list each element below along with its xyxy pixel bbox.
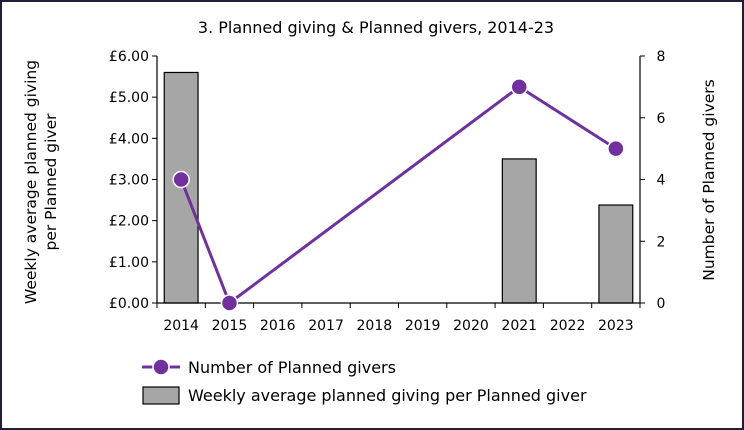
legend-label-line: Number of Planned givers [188,358,396,377]
givers-point-2015 [220,294,239,312]
givers-point-2023 [607,139,625,158]
bar-2023 [598,204,634,304]
givers-point-2014 [172,170,190,189]
legend: Number of Planned givers Weekly average … [142,358,587,405]
left-axis-label-line-2: per Planned giver [42,113,60,251]
legend-marker-swatch [152,358,170,376]
left-tick-label: £3.00 [109,173,149,189]
left-tick-label: £1.00 [109,255,149,271]
x-tick-label: 2023 [598,318,634,334]
givers-line [179,85,617,305]
x-tick-label: 2017 [308,318,344,334]
left-tick-label: £4.00 [109,131,149,147]
left-tick-label: £0.00 [109,296,149,312]
x-tick-label: 2015 [212,318,248,334]
x-tick-label: 2019 [405,318,441,334]
left-tick-label: £5.00 [109,90,149,106]
plot-area: £0.00 £1.00 £2.00 £3.00 £4.00 £5.00 £6.00 0 2 4 6 8… [109,49,666,334]
chart-title: 3. Planned giving & Planned givers, 2014… [198,18,554,37]
right-tick-label: 0 [657,296,666,312]
right-tick-label: 8 [657,49,666,65]
x-tick-label: 2020 [453,318,489,334]
right-tick-label: 6 [657,111,666,127]
x-tick-label: 2018 [357,318,393,334]
x-tick-label: 2022 [550,318,586,334]
right-tick-label: 2 [657,234,666,250]
left-tick-label: £2.00 [109,214,149,230]
legend-label-bar: Weekly average planned giving per Planne… [188,386,587,405]
left-axis-label-line-1: Weekly average planned giving [22,60,40,304]
right-tick-label: 4 [657,173,666,189]
givers-point-2021 [510,78,528,96]
right-axis-label: Number of Planned givers [700,79,718,280]
x-tick-label: 2016 [260,318,296,334]
left-tick-label: £6.00 [109,49,149,65]
x-tick-label: 2014 [163,318,199,334]
x-tick-label: 2021 [501,318,537,334]
legend-bar-swatch [142,386,180,405]
bar-2021 [501,158,537,304]
